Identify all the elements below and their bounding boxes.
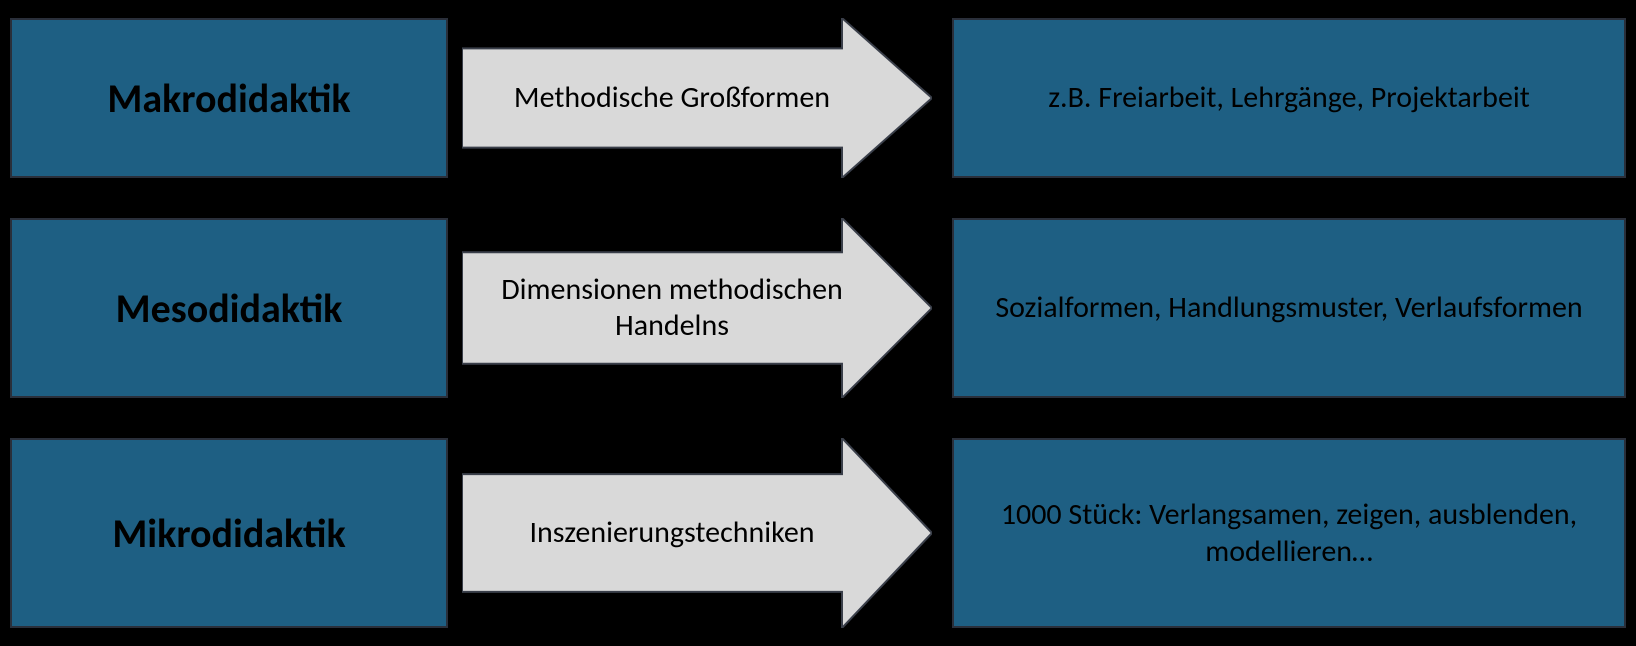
arrow: Methodische Großformen <box>462 18 932 178</box>
example-box: Sozialformen, Handlungsmuster, Verlaufsf… <box>952 218 1626 398</box>
arrow-text: Dimensionen methodischen Handelns <box>462 272 882 344</box>
arrow-label: Dimensionen methodischen Handelns <box>462 218 896 398</box>
diagram-container: Makrodidaktik Methodische Großformen z.B.… <box>0 0 1636 646</box>
example-text: z.B. Freiarbeit, Lehrgänge, Projektarbei… <box>1048 79 1530 117</box>
level-label: Mesodidaktik <box>116 284 343 333</box>
arrow-text: Methodische Großformen <box>514 80 830 116</box>
example-box: 1000 Stück: Verlangsamen, zeigen, ausble… <box>952 438 1626 628</box>
level-label: Makrodidaktik <box>107 74 350 123</box>
example-text: 1000 Stück: Verlangsamen, zeigen, ausble… <box>966 496 1612 571</box>
level-box: Mesodidaktik <box>10 218 448 398</box>
example-text: Sozialformen, Handlungsmuster, Verlaufsf… <box>995 289 1582 327</box>
arrow-label: Inszenierungstechniken <box>462 438 896 628</box>
example-box: z.B. Freiarbeit, Lehrgänge, Projektarbei… <box>952 18 1626 178</box>
arrow-label: Methodische Großformen <box>462 18 896 178</box>
arrow: Dimensionen methodischen Handelns <box>462 218 932 398</box>
arrow-text: Inszenierungstechniken <box>529 515 814 551</box>
level-box: Makrodidaktik <box>10 18 448 178</box>
level-box: Mikrodidaktik <box>10 438 448 628</box>
arrow: Inszenierungstechniken <box>462 438 932 628</box>
level-label: Mikrodidaktik <box>112 509 345 558</box>
